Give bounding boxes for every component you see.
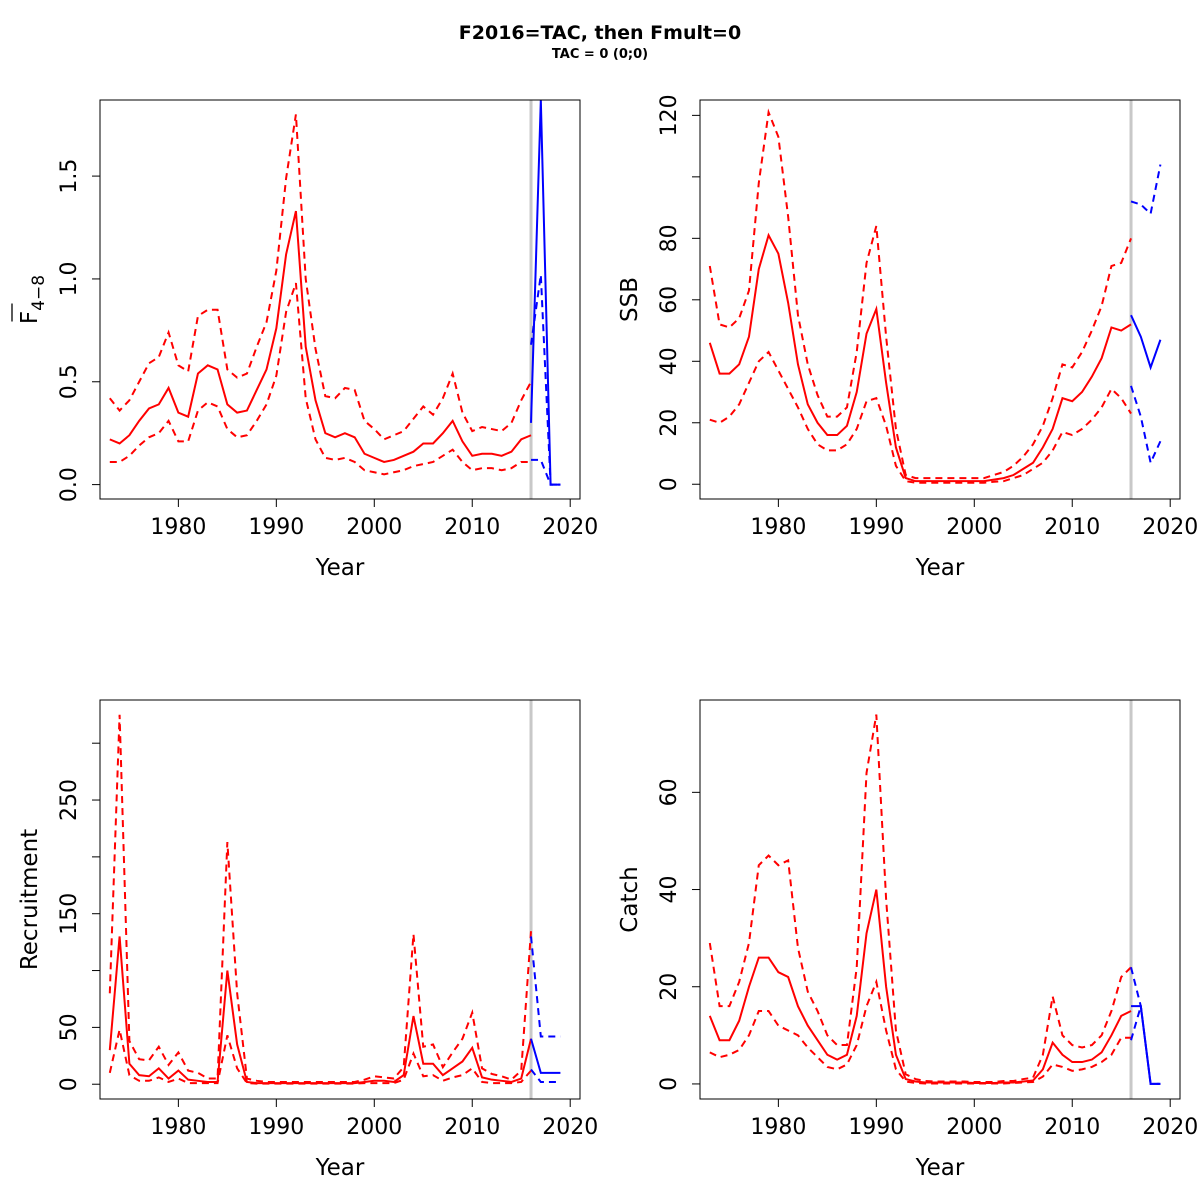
fbar-x-tick-label: 2010 [444,515,500,540]
fbar-data-layer [109,100,561,499]
catch-x-tick-label: 2020 [1142,1115,1198,1140]
ssb-y-axis-title: SSB [617,277,643,322]
recruitment-y-tick-label: 250 [57,779,82,821]
catch-historic-estimate-line [708,889,1132,1084]
ssb-y-tick-label: 0 [657,477,682,491]
fbar-y-tick-label: 1.5 [57,159,82,194]
recruitment-x-tick-label: 1980 [150,1115,206,1140]
fbar-y-tick-label: 0.0 [57,467,82,502]
ssb-y-tick-label: 60 [657,286,682,314]
catch-x-tick-label: 1990 [848,1115,904,1140]
recruitment-historic-lower-line [108,1029,532,1085]
catch-data-layer [708,700,1161,1099]
catch-y-tick-label: 40 [657,876,682,904]
catch-plot-frame [699,699,1181,1100]
fbar-historic-upper-line [109,114,532,441]
ssb-y-tick-label: 120 [657,94,682,136]
fbar-forecast-lower-line [531,458,561,486]
ssb-chart: 1980 1990 2000 2010 2020 0 20 40 60 80 120 Year SSB [617,94,1198,581]
fbar-y-tick-label: 1.0 [57,261,82,296]
catch-forecast-estimate-line [1131,1005,1161,1085]
fbar-x-tick-label: 2000 [346,515,402,540]
recruitment-y-axis-title: Recruitment [17,829,43,970]
recruitment-x-tick-label: 1990 [248,1115,304,1140]
ssb-forecast-upper-line [1130,164,1162,216]
catch-x-tick-label: 2000 [946,1115,1002,1140]
fbar-x-tick-label: 1990 [248,515,304,540]
fbar-y-axis-subscript: 4−8 [29,275,49,311]
recruitment-chart: 1980 1990 2000 2010 2020 0 50 150 250 Year Recruit… [17,699,598,1181]
ssb-plot-frame [699,99,1181,500]
ssb-x-tick-label: 2010 [1044,515,1100,540]
fbar-historic-estimate-line [109,210,532,464]
recruitment-historic-upper-line [108,714,533,1083]
ssb-x-tick-label: 1980 [750,515,806,540]
recruitment-plot-frame [99,699,581,1100]
catch-y-tick-label: 0 [657,1077,682,1091]
fbar-x-axis-title: Year [315,555,365,581]
catch-x-tick-label: 2010 [1044,1115,1100,1140]
catch-x-axis-title: Year [915,1155,965,1181]
page-title: F2016=TAC, then Fmult=0 [458,22,742,44]
recruitment-x-tick-label: 2010 [444,1115,500,1140]
ssb-y-tick-label: 20 [657,409,682,437]
recruitment-y-tick-label: 0 [57,1077,82,1091]
catch-x-tick-label: 1980 [750,1115,806,1140]
fbar-plot-frame [99,99,581,500]
ssb-historic-upper-line [708,108,1132,480]
catch-y-axis-title: Catch [617,866,643,932]
ssb-historic-lower-line [709,350,1132,484]
page-subtitle: TAC = 0 (0;0) [551,47,649,62]
fbar-y-axis-title: F4−8 [17,275,49,324]
catch-historic-lower-line [709,978,1132,1085]
fbar-chart: 1980 1990 2000 2010 2020 0.0 0.5 1.0 1.5 Year F4−8 [11,99,598,581]
ssb-x-tick-label: 2000 [946,515,1002,540]
recruitment-y-tick-label: 150 [57,893,82,935]
catch-y-tick-label: 20 [657,973,682,1001]
ssb-x-tick-label: 1990 [848,515,904,540]
recruitment-x-tick-label: 2000 [346,1115,402,1140]
catch-y-tick-label: 60 [657,778,682,806]
ssb-x-axis-title: Year [915,555,965,581]
recruitment-x-axis-title: Year [315,1155,365,1181]
ssb-data-layer [708,100,1162,499]
ssb-y-tick-label: 40 [657,347,682,375]
recruitment-forecast-upper-line [530,936,561,1038]
ssb-forecast-estimate-line [1130,314,1162,371]
fbar-x-tick-label: 2020 [542,515,598,540]
ssb-y-tick-label: 80 [657,224,682,252]
fbar-x-tick-label: 1980 [150,515,206,540]
recruitment-historic-estimate-line [108,936,532,1085]
catch-chart: 1980 1990 2000 2010 2020 0 20 40 60 Year Catch [617,699,1198,1181]
recruitment-forecast-lower-line [530,1068,561,1083]
recruitment-y-tick-label: 50 [57,1013,82,1041]
catch-historic-upper-line [708,714,1132,1083]
fbar-historic-lower-line [109,282,532,476]
ssb-forecast-lower-line [1130,385,1162,466]
recruitment-forecast-estimate-line [530,1038,561,1074]
ssb-historic-estimate-line [708,232,1132,483]
recruitment-data-layer [108,700,561,1099]
ssb-x-tick-label: 2020 [1142,515,1198,540]
fbar-forecast-estimate-line [530,100,561,486]
recruitment-x-tick-label: 2020 [542,1115,598,1140]
fbar-y-tick-label: 0.5 [57,364,82,399]
